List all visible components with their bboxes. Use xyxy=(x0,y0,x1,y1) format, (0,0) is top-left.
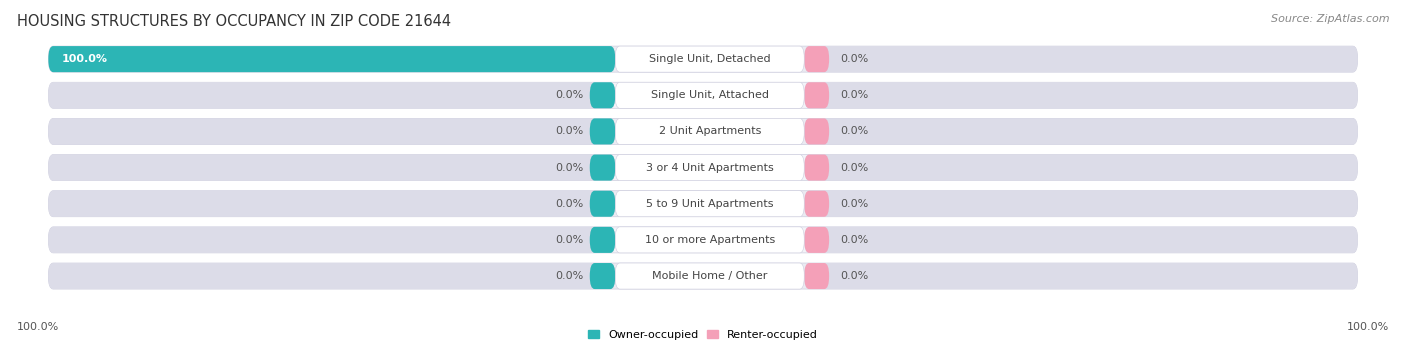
FancyBboxPatch shape xyxy=(804,46,830,72)
Legend: Owner-occupied, Renter-occupied: Owner-occupied, Renter-occupied xyxy=(583,325,823,342)
FancyBboxPatch shape xyxy=(616,82,804,108)
FancyBboxPatch shape xyxy=(48,118,616,144)
FancyBboxPatch shape xyxy=(616,155,804,181)
FancyBboxPatch shape xyxy=(804,155,1358,181)
Text: HOUSING STRUCTURES BY OCCUPANCY IN ZIP CODE 21644: HOUSING STRUCTURES BY OCCUPANCY IN ZIP C… xyxy=(17,14,451,29)
Text: 0.0%: 0.0% xyxy=(839,235,868,245)
FancyBboxPatch shape xyxy=(48,227,1358,253)
FancyBboxPatch shape xyxy=(48,191,1358,217)
Text: Single Unit, Detached: Single Unit, Detached xyxy=(650,54,770,64)
Text: 5 to 9 Unit Apartments: 5 to 9 Unit Apartments xyxy=(645,199,773,209)
FancyBboxPatch shape xyxy=(48,82,1358,108)
Text: 0.0%: 0.0% xyxy=(839,199,868,209)
Text: 0.0%: 0.0% xyxy=(555,90,583,100)
Text: Mobile Home / Other: Mobile Home / Other xyxy=(652,271,768,281)
FancyBboxPatch shape xyxy=(48,155,616,181)
FancyBboxPatch shape xyxy=(48,155,1358,181)
Text: Source: ZipAtlas.com: Source: ZipAtlas.com xyxy=(1271,14,1389,24)
Text: 0.0%: 0.0% xyxy=(839,90,868,100)
Text: 0.0%: 0.0% xyxy=(555,127,583,136)
Text: 100.0%: 100.0% xyxy=(1347,322,1389,332)
FancyBboxPatch shape xyxy=(589,227,616,253)
Text: 0.0%: 0.0% xyxy=(555,235,583,245)
FancyBboxPatch shape xyxy=(616,191,804,217)
FancyBboxPatch shape xyxy=(616,263,804,289)
Text: 0.0%: 0.0% xyxy=(839,54,868,64)
FancyBboxPatch shape xyxy=(804,118,830,144)
FancyBboxPatch shape xyxy=(804,263,830,289)
Text: 0.0%: 0.0% xyxy=(839,127,868,136)
Text: 3 or 4 Unit Apartments: 3 or 4 Unit Apartments xyxy=(645,162,773,173)
Text: Single Unit, Attached: Single Unit, Attached xyxy=(651,90,769,100)
FancyBboxPatch shape xyxy=(804,227,1358,253)
FancyBboxPatch shape xyxy=(804,191,1358,217)
FancyBboxPatch shape xyxy=(48,227,616,253)
FancyBboxPatch shape xyxy=(804,82,1358,108)
Text: 0.0%: 0.0% xyxy=(555,162,583,173)
FancyBboxPatch shape xyxy=(48,46,616,72)
Text: 10 or more Apartments: 10 or more Apartments xyxy=(644,235,775,245)
FancyBboxPatch shape xyxy=(48,263,616,289)
FancyBboxPatch shape xyxy=(804,191,830,217)
FancyBboxPatch shape xyxy=(804,227,830,253)
FancyBboxPatch shape xyxy=(589,155,616,181)
FancyBboxPatch shape xyxy=(48,191,616,217)
FancyBboxPatch shape xyxy=(48,263,1358,289)
Text: 100.0%: 100.0% xyxy=(62,54,108,64)
FancyBboxPatch shape xyxy=(804,263,1358,289)
Text: 0.0%: 0.0% xyxy=(839,271,868,281)
FancyBboxPatch shape xyxy=(804,155,830,181)
FancyBboxPatch shape xyxy=(804,82,830,108)
FancyBboxPatch shape xyxy=(48,82,616,108)
FancyBboxPatch shape xyxy=(616,118,804,144)
FancyBboxPatch shape xyxy=(48,46,1358,72)
FancyBboxPatch shape xyxy=(48,118,1358,144)
FancyBboxPatch shape xyxy=(589,191,616,217)
FancyBboxPatch shape xyxy=(589,82,616,108)
FancyBboxPatch shape xyxy=(616,227,804,253)
Text: 100.0%: 100.0% xyxy=(17,322,59,332)
FancyBboxPatch shape xyxy=(804,118,1358,144)
FancyBboxPatch shape xyxy=(589,263,616,289)
Text: 0.0%: 0.0% xyxy=(555,271,583,281)
FancyBboxPatch shape xyxy=(804,46,1358,72)
FancyBboxPatch shape xyxy=(589,118,616,144)
Text: 0.0%: 0.0% xyxy=(555,199,583,209)
FancyBboxPatch shape xyxy=(48,46,616,72)
FancyBboxPatch shape xyxy=(616,46,804,72)
Text: 0.0%: 0.0% xyxy=(839,162,868,173)
Text: 2 Unit Apartments: 2 Unit Apartments xyxy=(658,127,761,136)
